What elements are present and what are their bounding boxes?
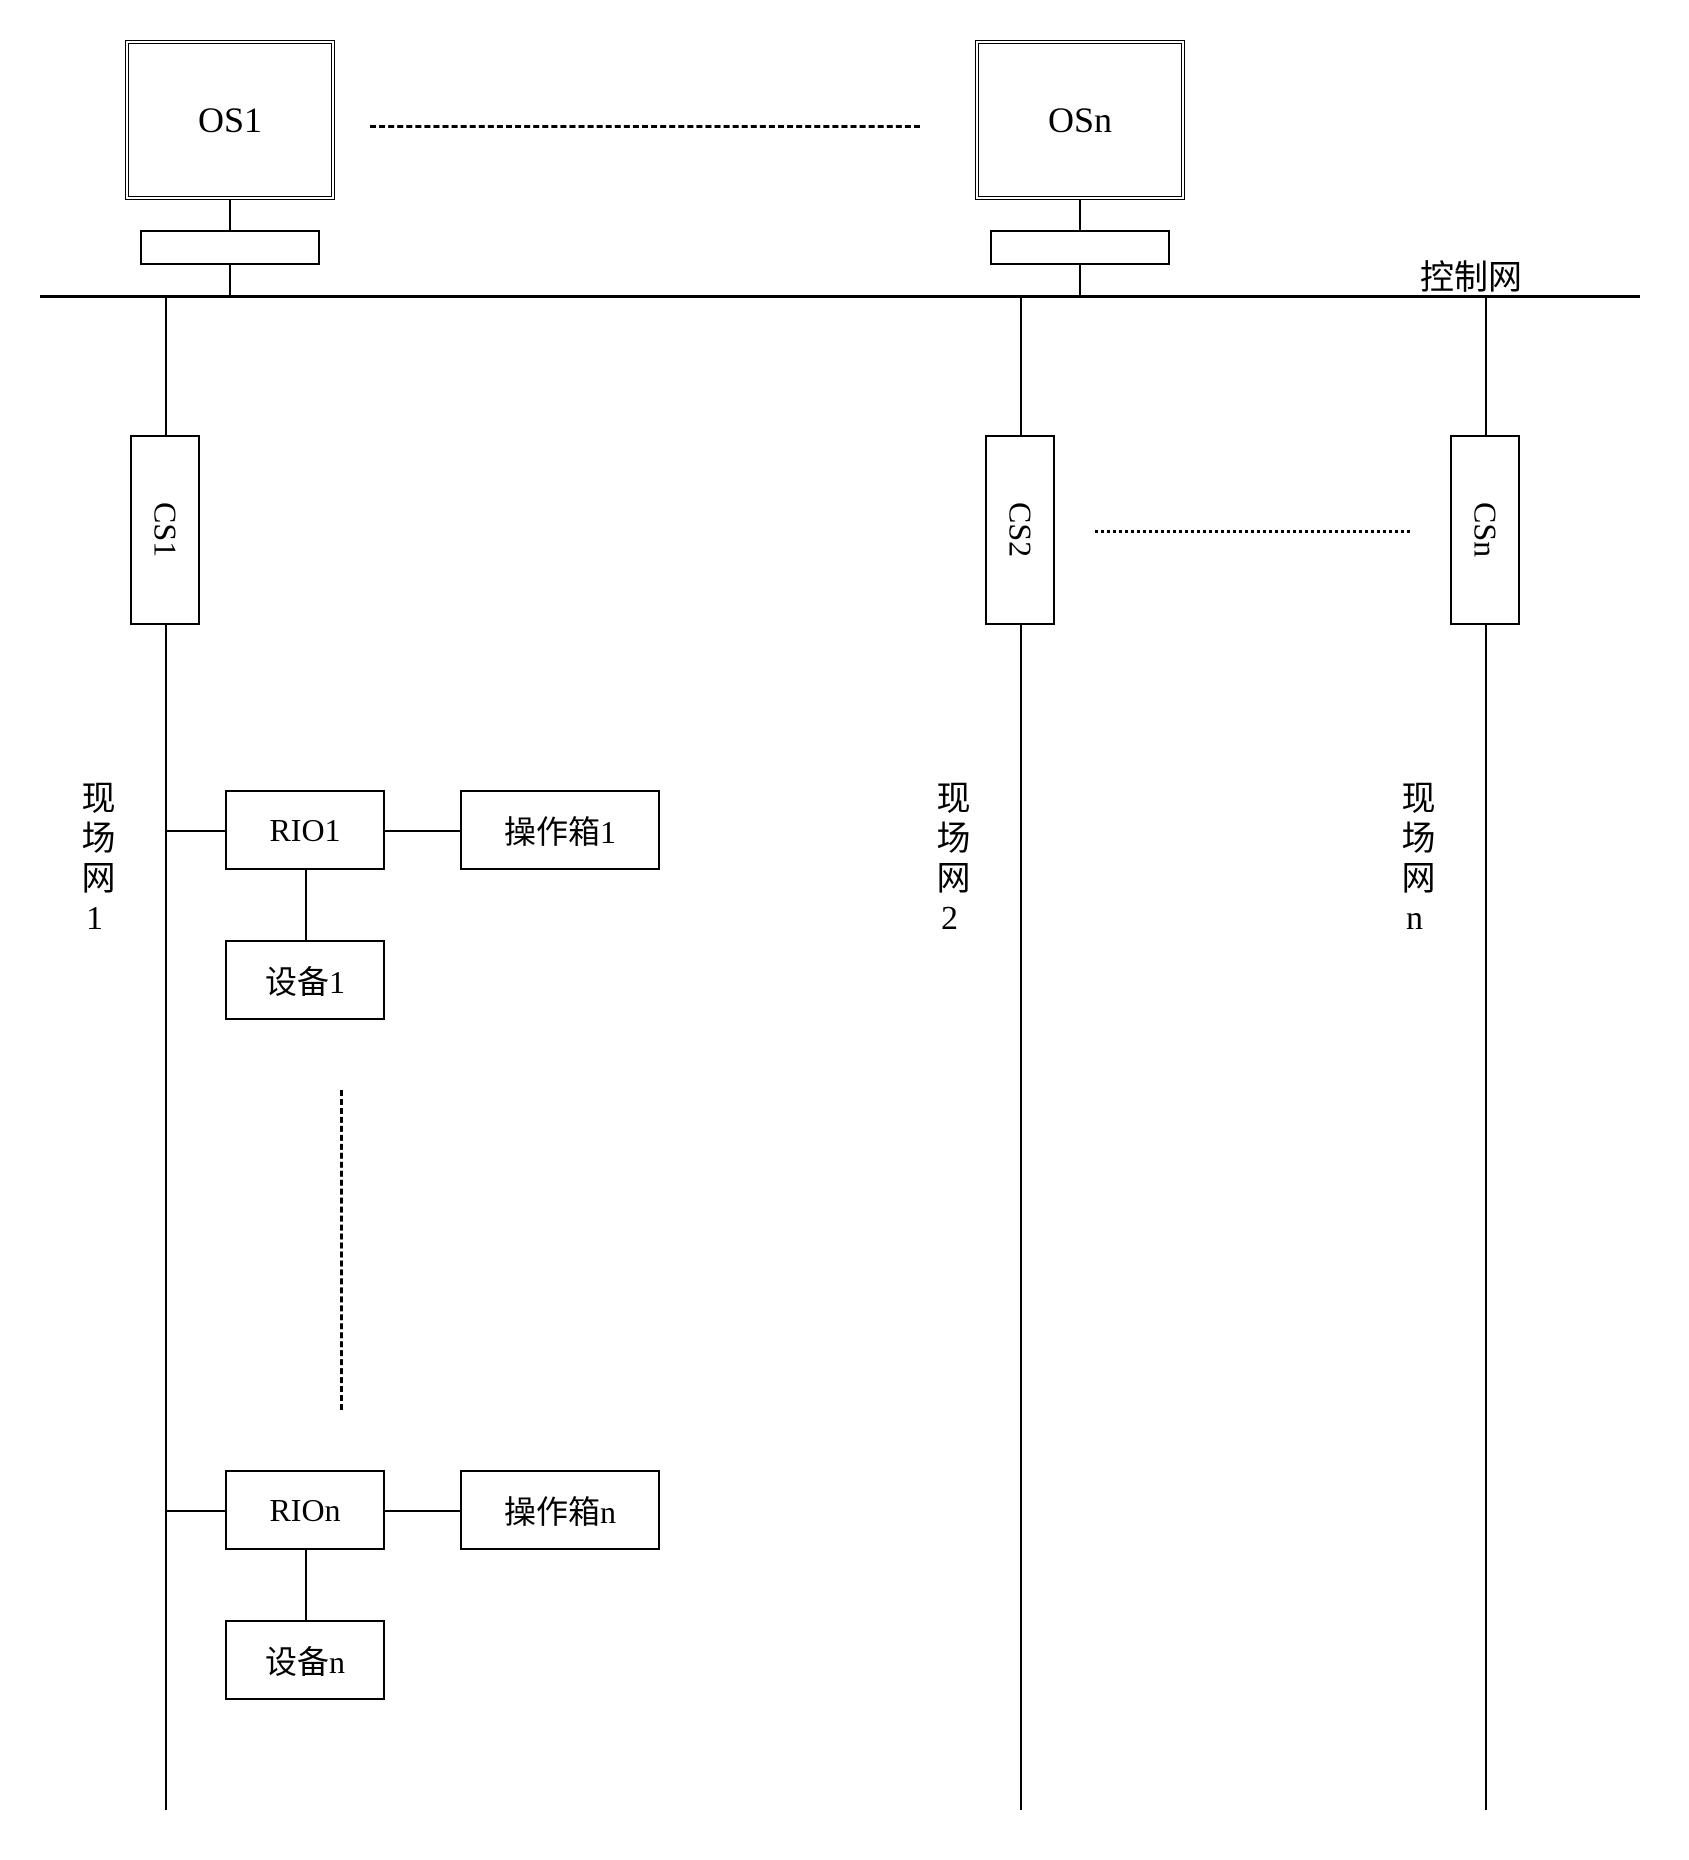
cs2-label: CS2	[1002, 502, 1039, 557]
osn-stem	[1079, 200, 1081, 230]
cs-ellipsis	[1095, 530, 1410, 533]
field-net-2-label: 现场网2	[925, 780, 974, 943]
monitor-os1: OS1	[125, 40, 335, 200]
rion-box: RIOn	[225, 1470, 385, 1550]
opbox1-label: 操作箱1	[504, 807, 616, 853]
os-ellipsis	[370, 125, 920, 128]
csn-label: CSn	[1467, 502, 1504, 557]
rio-ellipsis	[340, 1090, 343, 1410]
device1-label: 设备1	[265, 957, 345, 1003]
rio1-label: RIO1	[269, 812, 340, 849]
control-bus	[40, 295, 1640, 298]
control-net-label: 控制网	[1420, 250, 1522, 299]
opboxn-label: 操作箱n	[504, 1487, 616, 1533]
field-net-1-label: 现场网1	[70, 780, 119, 943]
os1-stem	[229, 200, 231, 230]
rion-stub	[166, 1510, 225, 1512]
csn-box: CSn	[1450, 435, 1520, 625]
network-diagram: OS1 OSn 控制网 CS1 CS2 CSn 现场网1 现场网2 现场网n R…	[40, 40, 1640, 1820]
rion-opbox-link	[385, 1510, 460, 1512]
rion-label: RIOn	[269, 1492, 340, 1529]
monitor-osn: OSn	[975, 40, 1185, 200]
rio1-stub	[166, 830, 225, 832]
monitor-os1-label: OS1	[198, 99, 262, 141]
devicen-box: 设备n	[225, 1620, 385, 1700]
opbox1-box: 操作箱1	[460, 790, 660, 870]
opboxn-box: 操作箱n	[460, 1470, 660, 1550]
rio1-device-link	[305, 870, 307, 940]
cs1-box: CS1	[130, 435, 200, 625]
devicen-label: 设备n	[265, 1637, 345, 1683]
monitor-osn-base	[990, 230, 1170, 265]
cs1-label: CS1	[147, 502, 184, 557]
osn-drop	[1079, 265, 1081, 295]
rio1-opbox-link	[385, 830, 460, 832]
os1-drop	[229, 265, 231, 295]
monitor-os1-base	[140, 230, 320, 265]
field-net-n-label: 现场网n	[1390, 780, 1439, 943]
device1-box: 设备1	[225, 940, 385, 1020]
rion-device-link	[305, 1550, 307, 1620]
rio1-box: RIO1	[225, 790, 385, 870]
cs2-box: CS2	[985, 435, 1055, 625]
monitor-osn-label: OSn	[1048, 99, 1112, 141]
